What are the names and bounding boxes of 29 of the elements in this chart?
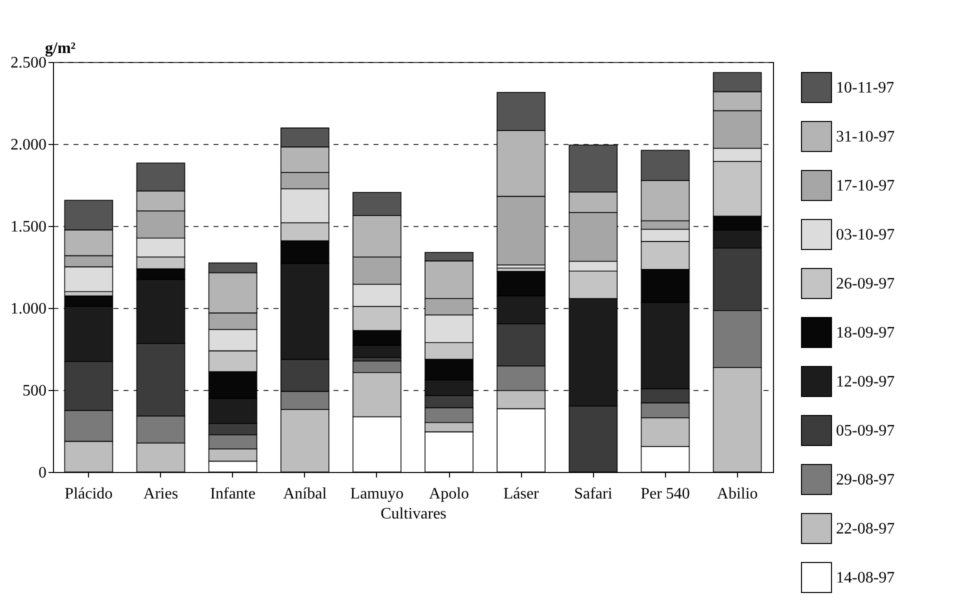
x-tick-label: Aníbal [283,486,328,502]
y-tick-label: 0 [38,464,46,482]
legend-label: 18-09-97 [836,324,895,342]
y-axis-title: g/m² [45,40,76,57]
x-tick-label: Safari [574,486,613,502]
x-axis-title: Cultivares [380,506,446,522]
legend-label: 03-10-97 [836,226,895,244]
x-tick-label: Plácido [64,486,113,502]
legend-label: 14-08-97 [836,570,895,586]
y-tick-label: 2.500 [10,54,46,72]
legend-label: 10-11-97 [836,80,894,96]
legend-label: 31-10-97 [836,128,895,146]
y-tick-label: 1.500 [10,218,46,236]
y-tick-label: 500 [22,382,46,400]
x-tick-label: Abilio [716,486,758,502]
y-tick-label: 1.000 [10,300,46,318]
legend-label: 22-08-97 [836,520,895,538]
legend-label: 29-08-97 [836,472,895,488]
x-tick-label: Lamuyo [350,486,404,502]
x-tick-label: Aries [143,486,178,502]
legend-label: 26-09-97 [836,276,895,292]
x-tick-label: Apolo [429,486,470,502]
legend-label: 12-09-97 [836,374,895,390]
x-tick-label: Per 540 [640,486,690,502]
x-tick-label: Láser [503,486,540,502]
x-tick-label: Infante [210,486,256,502]
legend-label: 17-10-97 [836,178,895,194]
legend-label: 05-09-97 [836,422,895,440]
y-tick-label: 2.000 [10,136,46,154]
